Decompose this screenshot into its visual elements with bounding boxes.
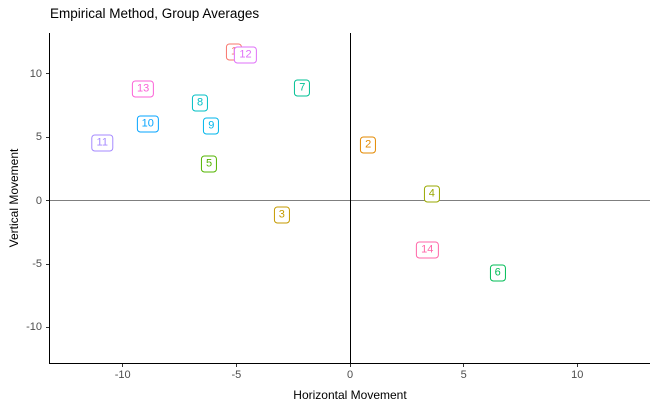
y-tick-label: -10 xyxy=(26,321,42,334)
x-tick-label: -10 xyxy=(114,369,131,381)
point-label-14: 14 xyxy=(416,241,439,259)
y-tick-mark xyxy=(46,200,49,202)
x-tick-mark xyxy=(235,364,237,367)
y-tick-mark xyxy=(46,73,49,75)
x-tick-mark xyxy=(576,364,578,367)
y-tick-mark xyxy=(46,136,49,138)
point-label-3: 3 xyxy=(273,206,290,223)
x-tick-mark xyxy=(122,364,124,367)
point-label-9: 9 xyxy=(203,117,220,135)
y-tick-label: 5 xyxy=(35,131,42,144)
x-tick-label: 10 xyxy=(571,369,584,381)
point-label-4: 4 xyxy=(423,185,440,203)
point-label-7: 7 xyxy=(294,79,311,97)
point-label-11: 11 xyxy=(91,134,113,152)
point-label-2: 2 xyxy=(360,136,377,154)
y-tick-label: 10 xyxy=(29,67,42,80)
y-tick-label: 0 xyxy=(35,194,42,207)
point-label-6: 6 xyxy=(489,264,506,282)
x-tick-label: 5 xyxy=(460,369,467,381)
zero-vline xyxy=(349,33,351,363)
point-label-12: 12 xyxy=(234,46,257,64)
chart-title: Empirical Method, Group Averages xyxy=(50,6,260,21)
x-tick-label: 0 xyxy=(346,369,354,381)
point-label-13: 13 xyxy=(132,80,155,98)
point-label-10: 10 xyxy=(136,115,159,133)
point-label-5: 5 xyxy=(201,155,218,173)
plot-area: 1234567891011121314 xyxy=(49,33,650,364)
x-tick-mark xyxy=(463,364,465,367)
y-tick-mark xyxy=(46,263,49,265)
y-tick-mark xyxy=(46,326,49,328)
x-tick-label: -5 xyxy=(231,369,242,381)
y-tick-label: -5 xyxy=(32,258,42,270)
x-axis-title: Horizontal Movement xyxy=(293,388,407,402)
x-tick-mark xyxy=(349,364,351,367)
point-label-8: 8 xyxy=(191,94,209,112)
